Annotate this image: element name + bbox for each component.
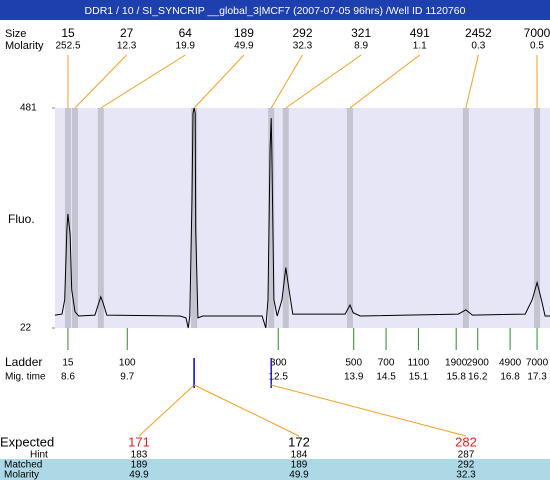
matched-size: 189 [291, 460, 308, 471]
peak-connector [270, 54, 303, 109]
match-row-bg [0, 459, 550, 480]
peak-size: 7000 [524, 26, 550, 40]
peak-connector [193, 54, 245, 109]
ladder-mig-time: 9.7 [120, 372, 134, 383]
match-connector [138, 384, 195, 437]
peak-band [462, 108, 469, 328]
y-axis-label: Fluo. [8, 212, 35, 226]
ladder-mig-time: 15.8 [446, 372, 466, 383]
ladder-mig-time: 14.5 [376, 372, 396, 383]
peak-molarity: 0.3 [471, 41, 485, 52]
hint-size: 287 [458, 450, 475, 461]
peak-band [534, 108, 541, 328]
peak-band [268, 108, 275, 328]
expected-label: Expected [0, 434, 54, 449]
peak-connector [74, 54, 127, 109]
ladder-mig-time: 15.1 [409, 372, 429, 383]
ladder-size: 300 [270, 358, 287, 369]
expected-size: 172 [288, 434, 310, 449]
molarity-row-label: Molarity [5, 40, 44, 52]
peak-band [346, 108, 353, 328]
match-connector [271, 384, 467, 437]
ladder-label: Ladder [5, 355, 42, 369]
ladder-size: 2900 [467, 358, 490, 369]
ladder-mig-time: 16.2 [468, 372, 488, 383]
peak-connector [465, 54, 479, 109]
matched-molarity: 49.9 [129, 470, 149, 480]
ladder-mig-time: 16.8 [500, 372, 520, 383]
peak-size: 189 [234, 26, 254, 40]
matched-size: 292 [458, 460, 475, 471]
plot-area [55, 108, 550, 328]
ladder-size: 15 [62, 358, 74, 369]
peak-molarity: 19.9 [176, 41, 196, 52]
title-bar [0, 0, 550, 20]
peak-molarity: 1.1 [413, 41, 427, 52]
peak-size: 491 [410, 26, 430, 40]
matched-molarity: 32.3 [456, 470, 476, 480]
hint-size: 183 [131, 450, 148, 461]
peak-size: 321 [351, 26, 371, 40]
peak-size: 292 [292, 26, 312, 40]
y-tick-label: 481 [20, 103, 37, 114]
match-connector [193, 384, 300, 437]
peak-connector [100, 54, 186, 109]
peak-connector [349, 54, 421, 109]
matched-label: Matched [4, 460, 42, 471]
trace [54, 107, 550, 329]
ladder-size: 1100 [408, 358, 430, 369]
hint-size: 184 [291, 450, 308, 461]
ladder-size: 7000 [526, 358, 549, 369]
peak-band [71, 108, 78, 328]
peak-molarity: 49.9 [234, 41, 254, 52]
peak-size: 15 [61, 26, 75, 40]
hint-label: Hint [30, 450, 48, 461]
ladder-size: 4900 [499, 358, 522, 369]
ladder-size: 100 [119, 358, 136, 369]
peak-molarity: 12.3 [117, 41, 137, 52]
ladder-size: 1900 [445, 358, 468, 369]
expected-size: 282 [455, 434, 477, 449]
y-tick-label: 22 [20, 323, 32, 334]
ladder-size: 700 [378, 358, 395, 369]
peak-size: 64 [179, 26, 193, 40]
title: DDR1 / 10 / SI_SYNCRIP __global_3|MCF7 (… [85, 5, 466, 17]
peak-size: 27 [120, 26, 134, 40]
size-row-label: Size [5, 28, 26, 40]
peak-band [282, 108, 289, 328]
ladder-mig-time: 12.5 [269, 372, 289, 383]
peak-band [191, 108, 198, 328]
peak-molarity: 8.9 [354, 41, 368, 52]
peak-molarity: 32.3 [293, 41, 313, 52]
ladder-mig-time: 17.3 [527, 372, 547, 383]
molarity-label: Molarity [4, 470, 39, 480]
peak-molarity: 0.5 [530, 41, 544, 52]
ladder-size: 500 [345, 358, 362, 369]
peak-band [97, 108, 104, 328]
expected-size: 171 [128, 434, 150, 449]
ladder-mig-time: 13.9 [344, 372, 364, 383]
peak-size: 2452 [465, 26, 492, 40]
matched-molarity: 49.9 [289, 470, 309, 480]
peak-connector [285, 54, 362, 109]
peak-molarity: 252.5 [55, 41, 80, 52]
matched-size: 189 [131, 460, 148, 471]
mig-label: Mig. time [5, 372, 46, 383]
ladder-mig-time: 8.6 [61, 372, 75, 383]
